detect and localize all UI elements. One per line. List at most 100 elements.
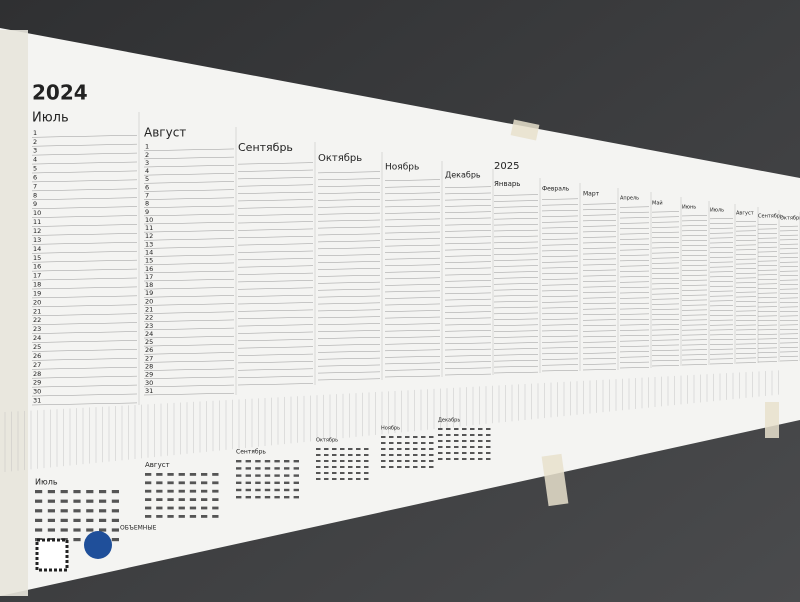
mini-cell	[316, 472, 321, 474]
row-line	[651, 339, 680, 341]
mini-cell	[405, 466, 410, 468]
row-line	[317, 254, 381, 256]
row-line	[541, 312, 579, 315]
row-line	[493, 253, 539, 255]
mini-cell	[236, 474, 242, 477]
mini-cell	[381, 442, 386, 444]
row-line	[582, 258, 617, 260]
mini-cell	[86, 518, 94, 522]
row-line	[651, 319, 680, 321]
month-label: Октябрь	[780, 216, 800, 222]
row-line	[143, 270, 235, 274]
mini-cell	[293, 488, 299, 492]
mini-cell	[212, 498, 219, 501]
row-line	[493, 283, 539, 285]
row-line	[444, 236, 492, 238]
row-line	[582, 275, 617, 277]
mini-cell	[73, 528, 81, 532]
mini-cell	[454, 434, 459, 436]
mini-cell	[413, 448, 418, 450]
columns: Июль123456789101112131415161718192021222…	[4, 111, 800, 472]
row-line	[619, 318, 650, 321]
row-line	[143, 197, 235, 200]
mini-cell	[454, 458, 459, 460]
row-line	[143, 181, 235, 184]
mini-cell	[35, 490, 43, 494]
row-line	[541, 295, 579, 297]
row-line	[493, 336, 539, 338]
mini-cell	[397, 466, 402, 468]
row-line	[681, 359, 708, 361]
row-line	[681, 259, 708, 261]
day-number: 26	[33, 352, 41, 360]
row-line	[444, 330, 492, 332]
month-label: Август	[144, 126, 186, 140]
row-line	[31, 402, 138, 406]
mini-cell	[397, 454, 402, 456]
row-line	[681, 264, 708, 266]
row-line	[317, 302, 381, 305]
mini-cell	[397, 436, 402, 438]
row-line	[143, 278, 235, 282]
row-line	[493, 324, 539, 326]
mini-cell	[111, 499, 119, 503]
row-line	[493, 247, 539, 250]
row-line	[444, 342, 492, 345]
row-line	[444, 373, 492, 376]
mini-cell	[201, 489, 208, 493]
mini-cell	[438, 434, 443, 436]
row-line	[384, 362, 441, 365]
row-line	[681, 284, 708, 286]
row-line	[493, 289, 539, 291]
month-label: Февраль	[542, 186, 570, 193]
mini-cell	[167, 506, 174, 510]
mini-cell	[167, 481, 174, 485]
mini-cell	[274, 496, 280, 499]
row-line	[444, 186, 492, 188]
mini-cell	[145, 498, 152, 501]
row-line	[384, 277, 441, 280]
row-line	[31, 286, 138, 290]
mini-cell	[324, 478, 329, 480]
row-line	[31, 224, 138, 227]
mini-cell	[462, 440, 467, 442]
row-line	[619, 244, 650, 246]
row-line	[237, 250, 314, 253]
row-line	[681, 254, 708, 256]
row-line	[582, 286, 617, 288]
mini-cell	[264, 460, 271, 463]
row-line	[237, 228, 314, 231]
row-line	[493, 312, 539, 315]
row-line	[31, 313, 138, 317]
mini-cell	[264, 481, 271, 484]
month-label: Сентябрь	[238, 141, 293, 154]
mini-cell	[284, 467, 290, 470]
mini-cell	[356, 460, 361, 462]
day-number: 2	[145, 151, 149, 159]
mini-cell	[446, 428, 451, 430]
row-line	[619, 286, 650, 288]
mini-cell	[274, 467, 280, 470]
row-line	[143, 303, 235, 306]
mini-cell	[429, 466, 434, 468]
row-line	[444, 280, 492, 282]
row-line	[651, 221, 680, 223]
row-line	[541, 198, 579, 200]
row-line	[384, 290, 441, 293]
month-label: Май	[652, 200, 663, 207]
row-line	[317, 199, 381, 201]
mini-cell	[454, 440, 459, 442]
row-line	[143, 368, 235, 371]
mini-cell	[478, 428, 483, 430]
row-line	[143, 287, 235, 290]
row-line	[493, 342, 539, 344]
row-line	[541, 352, 579, 355]
mini-cell	[429, 436, 434, 438]
row-line	[237, 191, 314, 194]
mini-cell	[111, 490, 119, 494]
mini-cell	[156, 489, 163, 493]
day-number: 27	[33, 361, 41, 369]
row-line	[619, 335, 650, 337]
mini-cell	[413, 454, 418, 456]
row-line	[384, 270, 441, 273]
